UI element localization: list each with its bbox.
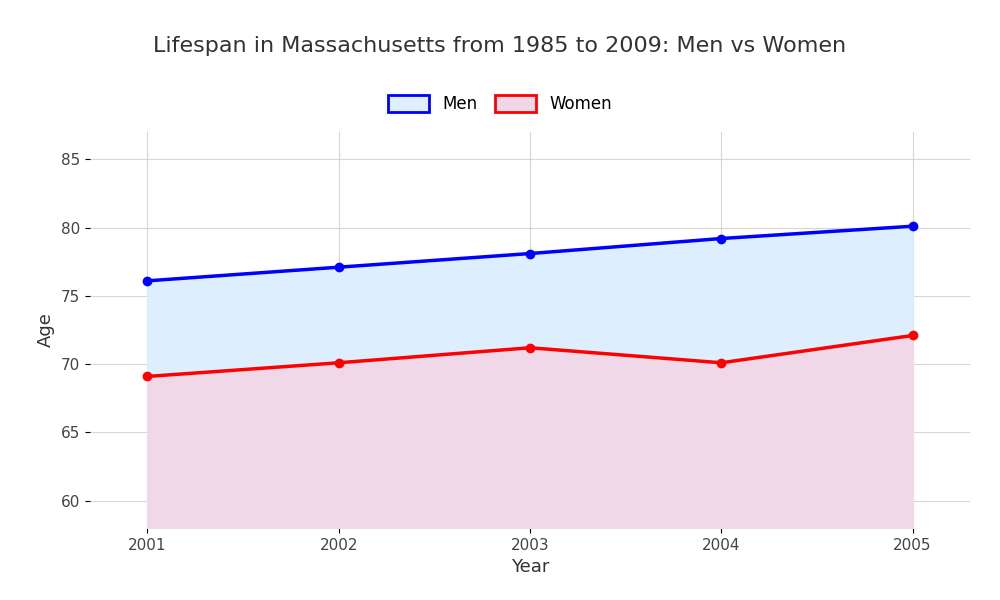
- Y-axis label: Age: Age: [37, 313, 55, 347]
- Text: Lifespan in Massachusetts from 1985 to 2009: Men vs Women: Lifespan in Massachusetts from 1985 to 2…: [153, 36, 847, 56]
- Legend: Men, Women: Men, Women: [379, 86, 621, 121]
- X-axis label: Year: Year: [511, 558, 549, 576]
